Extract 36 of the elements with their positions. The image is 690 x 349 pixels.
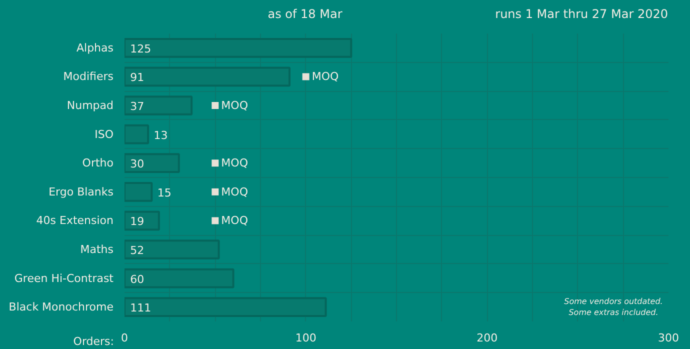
text: MOQ xyxy=(221,185,248,198)
data-label: 15 xyxy=(157,186,172,200)
bar xyxy=(124,210,160,231)
annotation: Some vendors outdated. Some extras included. xyxy=(564,297,663,317)
data-label: 52 xyxy=(130,244,144,257)
y-tick-label: Ortho xyxy=(82,156,114,170)
y-tick-label: ISO xyxy=(94,128,114,141)
data-label: 111 xyxy=(130,302,152,315)
text: MOQ xyxy=(221,214,248,228)
chart-title: as of 18 Mar xyxy=(268,6,342,23)
y-tick-label: Numpad xyxy=(66,99,114,112)
data-label: 19 xyxy=(130,215,144,228)
bar xyxy=(124,124,150,144)
data-label: 30 xyxy=(130,158,144,171)
x-axis-title: Orders: xyxy=(73,334,114,349)
bar xyxy=(124,182,153,202)
series-label: MOQ xyxy=(312,70,339,84)
text: MOQ xyxy=(221,156,248,170)
x-tick-label: 100 xyxy=(295,332,316,344)
x-tick-label: 200 xyxy=(476,332,498,344)
data-label: 125 xyxy=(130,42,152,56)
data-label: 37 xyxy=(130,100,144,113)
y-tick-label: Maths xyxy=(80,243,114,256)
x-tick-label: 0 xyxy=(121,332,128,344)
chart-subtitle: runs 1 Mar thru 27 Mar 2020 xyxy=(495,6,668,23)
y-tick-label: Black Monochrome xyxy=(8,300,114,314)
data-label: 13 xyxy=(154,128,168,142)
y-tick-label: Ergo Blanks xyxy=(48,185,114,198)
y-tick-label: Green Hi-Contrast xyxy=(14,272,114,285)
text: MOQ xyxy=(221,99,248,112)
x-tick-label: 300 xyxy=(658,332,679,344)
y-tick-label: 40s Extension xyxy=(36,214,114,228)
data-label: 91 xyxy=(130,71,144,84)
data-label: 60 xyxy=(130,272,144,286)
y-tick-label: Alphas xyxy=(76,41,114,54)
y-tick-label: Modifiers xyxy=(63,70,114,84)
